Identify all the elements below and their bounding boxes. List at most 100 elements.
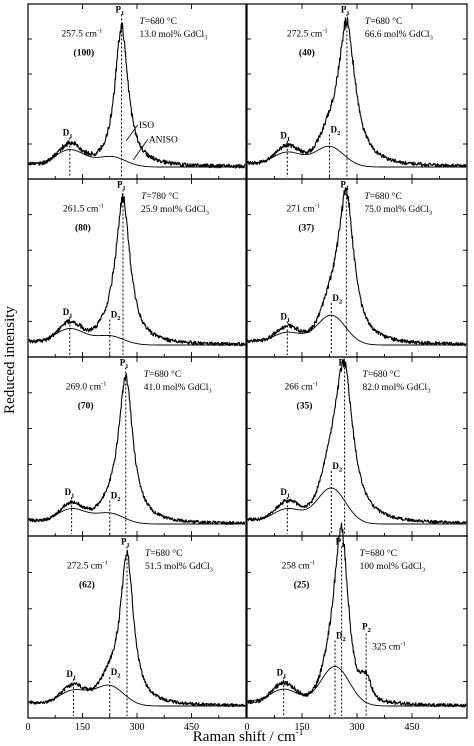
x-axis-title: Raman shift / cm-1 <box>193 727 303 745</box>
p1-label-sub: 1 <box>123 185 126 192</box>
p1-label-main: P <box>116 4 122 14</box>
composition-label: 100 mol% GdCl3 <box>360 562 426 574</box>
d2-label-sub: 2 <box>339 298 342 305</box>
p1-shift-label: 269.0 cm-1 <box>66 380 107 392</box>
temperature-label: T=780 °C <box>141 191 178 202</box>
composition-value: 75.0 mol% GdCl <box>364 205 429 215</box>
temperature-symbol: T <box>144 370 150 380</box>
panel-frame <box>246 356 468 537</box>
p1-label-sub: 1 <box>346 185 349 192</box>
p1-label: P1 <box>117 179 126 192</box>
composition-sub: 3 <box>430 35 433 42</box>
d1-label-main: D <box>63 307 70 317</box>
x-tick-labels: 0 150 300 450 0 150 300 450 <box>26 722 420 733</box>
p1-label-sub: 1 <box>341 542 344 549</box>
d1-label: D1 <box>280 131 290 144</box>
composition-sub: 3 <box>427 388 430 395</box>
d1-label-sub: 1 <box>71 493 74 500</box>
p1-label: P1 <box>340 179 349 192</box>
p1-shift-sup: -1 <box>315 202 320 209</box>
p1-shift-value: 261.5 cm <box>63 204 99 214</box>
p1-shift-value: 258 cm <box>282 562 311 572</box>
p1-shift-label: 258 cm-1 <box>282 560 316 572</box>
composition-label: 51.5 mol% GdCl3 <box>145 562 213 574</box>
d1-label-main: D <box>280 131 287 141</box>
p1-shift-label: 266 cm-1 <box>285 380 319 392</box>
composition-value: 100 mol% GdCl <box>360 562 423 572</box>
p1-label-sub: 1 <box>127 542 130 549</box>
p2-label-main: P <box>362 622 368 632</box>
x-tick-label: 0 <box>26 722 31 733</box>
p1-label-main: P <box>340 179 346 189</box>
temperature-value: =680 °C <box>145 16 177 27</box>
legend-aniso-leader <box>133 139 149 160</box>
d2-label: D2 <box>331 124 341 137</box>
temperature-value: =780 °C <box>146 191 178 202</box>
p1-label: P1 <box>339 357 348 370</box>
x-axis-title-main: Raman shift / cm <box>193 729 296 745</box>
legend-aniso: ANISO <box>149 135 178 145</box>
temperature-value: =680 °C <box>370 16 402 27</box>
d1-label-sub: 1 <box>287 136 290 143</box>
d2-label-sub: 2 <box>117 315 120 322</box>
temperature-value: =680 °C <box>370 191 402 202</box>
fwhm-label: (35) <box>297 400 313 411</box>
p1-shift-sup: -1 <box>97 27 102 34</box>
d1-label: D1 <box>277 667 287 680</box>
x-tick-label: 450 <box>184 722 199 733</box>
x-tick-label: 450 <box>405 722 420 733</box>
p1-label-main: P <box>117 179 123 189</box>
x-tick-label: 150 <box>75 722 90 733</box>
iso-spectrum <box>28 193 246 347</box>
p1-shift-value: 266 cm <box>285 382 314 392</box>
panel-frame <box>246 535 468 719</box>
temperature-symbol: T <box>140 17 146 27</box>
fwhm-label: (25) <box>294 580 310 591</box>
iso-spectrum <box>247 358 467 525</box>
d2-label-main: D <box>111 310 118 320</box>
d1-label-main: D <box>63 128 70 138</box>
p1-shift-sup: -1 <box>101 380 106 387</box>
d2-label: D2 <box>332 293 342 306</box>
temperature-label: T=680 °C <box>360 548 397 559</box>
p1-shift-label: 272.5 cm-1 <box>287 27 328 39</box>
d2-label: D2 <box>111 491 121 504</box>
legend-iso-leader <box>125 124 139 142</box>
d2-label: D2 <box>111 310 121 323</box>
p1-shift-label: 272.5 cm-1 <box>67 560 108 572</box>
temperature-symbol: T <box>363 370 369 380</box>
p2-label-sub: 2 <box>368 627 371 634</box>
composition-value: 41.0 mol% GdCl <box>144 383 209 393</box>
d1-label: D1 <box>63 128 73 141</box>
d2-label: D2 <box>332 461 342 474</box>
d1-label-sub: 1 <box>69 133 72 140</box>
iso-spectrum <box>28 373 246 526</box>
temperature-value: =680 °C <box>368 369 400 380</box>
composition-sub: 3 <box>204 35 207 42</box>
legend-iso: ISO <box>139 121 154 131</box>
p1-shift-sup: -1 <box>98 202 103 209</box>
composition-value: 13.0 mol% GdCl <box>140 30 205 40</box>
iso-spectrum <box>28 22 246 169</box>
d1-label: D1 <box>63 307 73 320</box>
d2-label-main: D <box>331 124 338 134</box>
composition-value: 82.0 mol% GdCl <box>363 383 428 393</box>
d2-label-main: D <box>111 491 118 501</box>
d2-label-main: D <box>111 667 118 677</box>
temperature-symbol: T <box>145 549 151 559</box>
d1-label-sub: 1 <box>287 493 290 500</box>
composition-value: 51.5 mol% GdCl <box>145 562 210 572</box>
d1-label-sub: 1 <box>69 312 72 319</box>
composition-label: 13.0 mol% GdCl3 <box>140 30 208 42</box>
composition-label: 25.9 mol% GdCl3 <box>141 205 209 217</box>
d1-label-main: D <box>65 487 72 497</box>
p2-shift-label: 325 cm-1 <box>372 641 406 653</box>
aniso-spectrum <box>247 314 466 346</box>
composition-sub: 3 <box>206 210 209 217</box>
x-tick-label: 0 <box>245 722 250 733</box>
